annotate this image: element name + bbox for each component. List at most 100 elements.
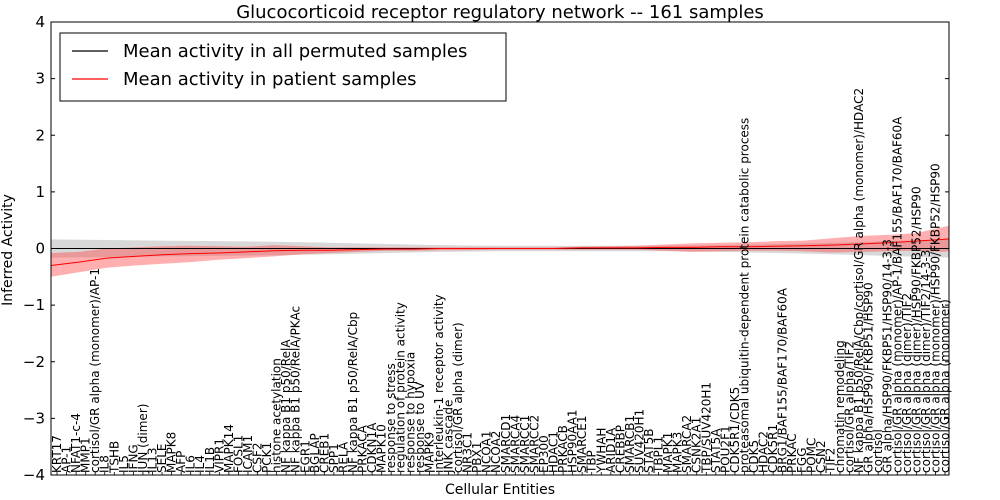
y-tick-labels: −4 −3 −2 −1 0 1 2 3 4 [23,13,45,484]
entity-label: CSNK2A1 [690,417,704,473]
entity-label: STAT5A [709,428,723,473]
entity-label: IL6 [184,455,198,473]
entity-label: MAPK9 [422,432,436,473]
legend-label: Mean activity in patient samples [123,69,417,90]
entity-label: CDK5R1/CDK5 [728,387,742,473]
entity-label: NF kappa B1 p50/RelA [279,339,293,473]
entity-label: CDK5R1 [766,424,780,473]
entity-label: TBPL1 [652,436,666,474]
entity-label: STAT5B [642,429,656,474]
entity-label: SMARCA2 [680,415,694,473]
series-lines [50,238,950,266]
legend-label: Mean activity in all permuted samples [123,41,467,62]
entity-label: BRG1/BAF155/BAF170/BAF60A [776,287,790,473]
entity-label: PRKAC [785,433,799,473]
entity-label: NFAT1-c-4 [69,413,83,473]
entity-label: TSHB [107,441,121,474]
y-tick-label: −3 [23,409,45,427]
entity-label: PRKACB [556,425,570,473]
y-tick-label: −1 [23,296,45,314]
y-tick-label: 0 [35,240,45,258]
entity-label: CSF2 [251,442,265,473]
entity-label: MAPK10 [375,424,389,473]
entity-label: response to stress [384,363,398,473]
confidence-bands [51,225,949,277]
y-tick-label: 4 [35,13,45,31]
entity-label: cortisol/GR alpha (dimer)/HSP90/FKBP52/H… [909,186,923,473]
entity-label: NR3C1 [461,432,475,473]
entity-label: response to UV [413,381,427,473]
chart-title: Glucocorticoid receptor regulatory netwo… [236,2,764,23]
entity-label: IL13 [146,448,160,474]
entity-label: SELE [155,444,169,473]
entity-label: IL5 [117,455,131,473]
entity-label: CREB1 [317,433,331,473]
band-mean-activity-in-patient-samples [51,225,949,277]
entity-label: JNK cascade [442,400,456,474]
entity-label: PBX1 [470,442,484,473]
entity-label: HDAC2 [757,431,771,473]
entity-label: GR alpha/HSP90/FKBP51/HSP90/14-3-3 [881,239,895,473]
entity-label: IL1B [203,447,217,473]
entity-label: IL4 [193,455,207,473]
entity-label: SMARCD1 [499,414,513,473]
y-tick-label: 3 [35,70,45,88]
entity-label: NCOA1 [480,431,494,473]
entity-label: AP-1 [60,446,74,473]
y-tick-label: −4 [23,466,45,484]
entity-label: cortisol/GR alpha (monomer)/AP-1/BAF155/… [890,116,904,473]
entity-label: cortisol/GR alpha/TIF2 [843,341,857,473]
entity-label: cortisol/GR alpha (dimer)/TIF2 [900,293,914,473]
entity-label: ARID1A [604,427,618,473]
entity-label: TBP [585,450,599,474]
entity-label: SMARCB1 [623,415,637,473]
entity-label: POMC [804,438,818,473]
entity-label: SUV420H1 [633,409,647,473]
entity-label: FGG [795,448,809,474]
entity-label: BGLAP [308,433,322,473]
entity-label: CDK5 [747,440,761,473]
entity-label: histone acetylation [270,358,284,473]
entity-label: MAPK8 [165,432,179,473]
entity-label: SPP1 [327,443,341,473]
entity-label: IFNG [126,444,140,473]
entity-label: PRKACA [356,424,370,473]
entity-label: CDKN1A [365,422,379,473]
legend: Mean activity in all permuted samples Mea… [59,32,507,102]
axes [50,21,950,476]
entity-label: regulation of protein activity [394,302,408,473]
entity-label: cortisol/GR alpha (dimer) [451,322,465,473]
y-tick-label: −2 [23,353,45,371]
entity-label: AFP [174,451,188,473]
entity-label: chromatin remodeling [833,340,847,473]
entity-label: CSN2 [814,440,828,473]
entity-label: cortisol/GR alpha (monomer) [938,299,952,473]
entity-label: PCK1 [260,442,274,473]
entity-label: MAPK3 [671,432,685,473]
entity-label: NF kappa B1 p50/RelA/Cbp/cortisol/GR alp… [852,88,866,473]
entity-label: CREBBP [613,425,627,473]
entity-label: NF kappa B1 p50/RelA/Cbp [346,312,360,473]
entity-label: EP300 [537,435,551,473]
entity-label: SMARCC1 [518,415,532,473]
entity-label: SMARCC2 [527,415,541,473]
entity-label: cortisol/GR alpha (monomer)/HSP90/FKBP52… [929,163,943,473]
entity-label: interleukin-1 receptor activity [432,294,446,473]
y-tick-label: 1 [35,183,45,201]
entity-label: TIF2 [823,448,837,474]
entity-label: cortisol/GR alpha (monomer)/AP-1 [88,268,102,473]
x-axis-label: Cellular Entities [445,482,555,498]
entity-label: KRT17 [50,435,64,473]
entity-label: MAPK14 [222,424,236,473]
entity-label: NF kappa B1 p50/RelA/PKAc [289,306,303,473]
entity-label: HDAC1 [547,431,561,473]
entity-label: YWHAH [594,428,608,474]
line-mean-activity-in-patient-samples [50,238,950,266]
entity-label: NCOA2 [489,431,503,473]
entity-label: ICAM1 [241,435,255,473]
entity-label: JUN (dimer) [136,404,150,474]
entity-label: proteasomal ubiquitin-dependent protein … [738,118,752,473]
plot-frame [50,21,950,476]
